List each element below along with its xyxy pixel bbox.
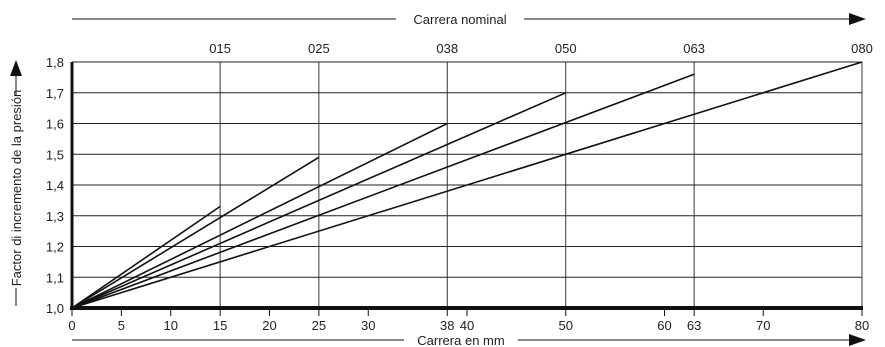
- x-tick-label: 70: [756, 318, 770, 333]
- series-line: [71, 122, 448, 309]
- x-tick-label: 63: [687, 318, 701, 333]
- top-tick-label: 063: [683, 41, 705, 56]
- left-arrow-head: [10, 60, 22, 76]
- bottom-arrow-head: [849, 334, 866, 346]
- y-tick-label: 1,2: [46, 240, 64, 255]
- series-lines: [71, 61, 863, 309]
- y-tick-label: 1,5: [46, 147, 64, 162]
- x-tick-label: 38: [440, 318, 454, 333]
- series-line: [71, 205, 221, 309]
- x-tick-label: 10: [164, 318, 178, 333]
- axis-arrows: [10, 13, 866, 346]
- x-tick-label: 80: [855, 318, 869, 333]
- series-line: [71, 156, 320, 309]
- top-tick-label: 015: [209, 41, 231, 56]
- top-tick-label: 080: [851, 41, 873, 56]
- y-tick-label: 1,0: [46, 301, 64, 316]
- top-tick-label: 038: [436, 41, 458, 56]
- y-tick-label: 1,6: [46, 117, 64, 132]
- x-tick-label: 25: [312, 318, 326, 333]
- x-tick-label: 60: [657, 318, 671, 333]
- top-tick-label: 050: [555, 41, 577, 56]
- series-line: [71, 92, 567, 309]
- top-tick-label: 025: [308, 41, 330, 56]
- x-axis-label: Carrera en mm: [417, 333, 504, 347]
- y-tick-label: 1,1: [46, 270, 64, 285]
- y-tick-label: 1,3: [46, 209, 64, 224]
- x-tick-label: 15: [213, 318, 227, 333]
- y-tick-label: 1,8: [46, 55, 64, 70]
- y-axis-label: Factor di incremento de la presión: [9, 90, 24, 287]
- x-tick-label: 50: [559, 318, 573, 333]
- x-tick-label: 5: [118, 318, 125, 333]
- x-tick-label: 20: [262, 318, 276, 333]
- y-tick-label: 1,4: [46, 178, 64, 193]
- x-tick-label: 0: [68, 318, 75, 333]
- series-line: [71, 73, 695, 309]
- top-arrow-head: [849, 13, 866, 25]
- x-tick-label: 40: [460, 318, 474, 333]
- top-axis-label: Carrera nominal: [413, 12, 506, 27]
- y-tick-label: 1,7: [46, 86, 64, 101]
- series-line: [71, 61, 863, 309]
- x-tick-label: 30: [361, 318, 375, 333]
